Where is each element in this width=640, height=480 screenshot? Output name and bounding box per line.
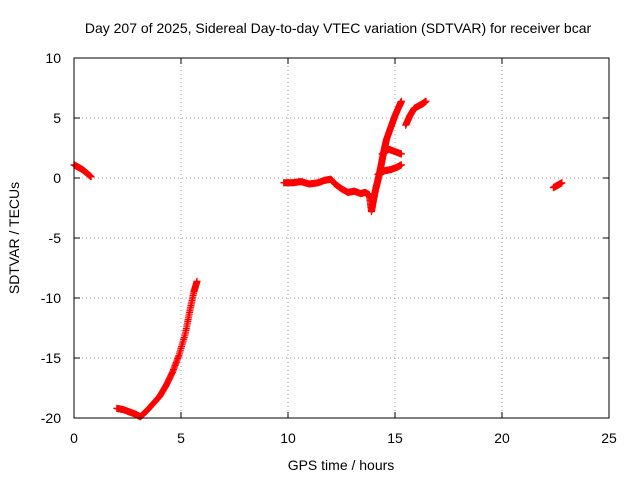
x-tick-label: 15 xyxy=(387,430,403,446)
data-point xyxy=(422,97,430,105)
x-tick-label: 10 xyxy=(280,430,296,446)
y-axis-label: SDTVAR / TECUs xyxy=(6,182,22,294)
x-tick-label: 0 xyxy=(70,430,78,446)
data-point xyxy=(87,173,95,181)
chart-title: Day 207 of 2025, Sidereal Day-to-day VTE… xyxy=(85,20,592,36)
x-tick-label: 20 xyxy=(494,430,510,446)
data-point xyxy=(193,277,201,285)
x-axis-label: GPS time / hours xyxy=(288,457,395,473)
data-points xyxy=(70,97,566,421)
y-tick-label: 10 xyxy=(45,50,61,66)
data-point xyxy=(397,97,405,105)
y-tick-label: -15 xyxy=(41,350,61,366)
plot-frame xyxy=(73,57,610,419)
y-tick-label: 5 xyxy=(53,110,61,126)
data-point xyxy=(397,161,405,169)
y-tick-label: -10 xyxy=(41,290,61,306)
x-tick-labels: 0 5 10 15 20 25 xyxy=(70,430,617,446)
data-point xyxy=(558,179,566,187)
data-point xyxy=(397,150,405,158)
x-tick-label: 5 xyxy=(177,430,185,446)
y-tick-label: 0 xyxy=(53,170,61,186)
grid-lines xyxy=(74,58,609,418)
y-tick-labels: -20 -15 -10 -5 0 5 10 xyxy=(41,50,61,426)
x-tick-label: 25 xyxy=(601,430,617,446)
y-tick-label: -20 xyxy=(41,410,61,426)
y-tick-label: -5 xyxy=(49,230,62,246)
